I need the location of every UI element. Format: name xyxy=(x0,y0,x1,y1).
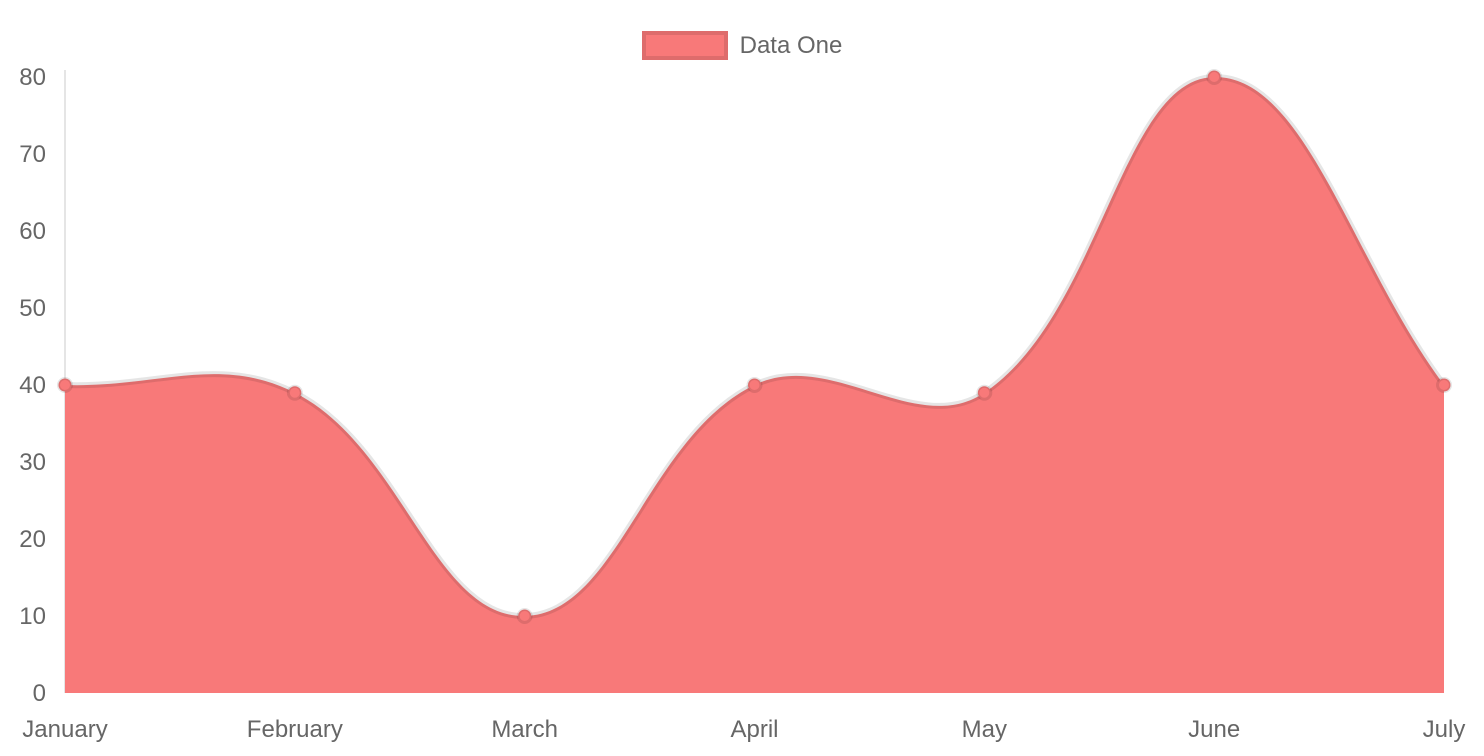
y-tick-label: 40 xyxy=(19,372,46,399)
x-tick-label: June xyxy=(1188,716,1241,743)
x-tick-label: February xyxy=(246,716,343,743)
x-tick-label: March xyxy=(491,716,558,743)
y-tick-label: 20 xyxy=(19,526,46,553)
y-tick-label: 10 xyxy=(19,603,46,630)
x-tick-label: May xyxy=(961,716,1007,743)
data-point[interactable] xyxy=(976,384,993,401)
x-tick-label: April xyxy=(730,716,779,743)
y-tick-label: 80 xyxy=(19,64,46,91)
series-area-fill xyxy=(65,76,1444,694)
y-tick-label: 50 xyxy=(19,295,46,322)
x-tick-label: July xyxy=(1422,716,1466,743)
y-tick-label: 0 xyxy=(32,680,46,707)
data-point[interactable] xyxy=(57,377,73,393)
legend-label: Data One xyxy=(739,31,843,59)
data-point[interactable] xyxy=(1206,69,1223,85)
data-point[interactable] xyxy=(746,377,763,393)
y-tick-label: 60 xyxy=(19,218,46,245)
chart-legend[interactable]: Data One xyxy=(0,31,1484,60)
data-point[interactable] xyxy=(286,384,303,401)
x-tick-label: January xyxy=(22,716,108,743)
legend-swatch xyxy=(641,31,728,60)
data-point[interactable] xyxy=(516,608,533,624)
series-line xyxy=(62,73,1447,620)
y-tick-label: 70 xyxy=(19,141,46,168)
data-point[interactable] xyxy=(1436,377,1452,393)
y-tick-label: 30 xyxy=(19,449,46,476)
